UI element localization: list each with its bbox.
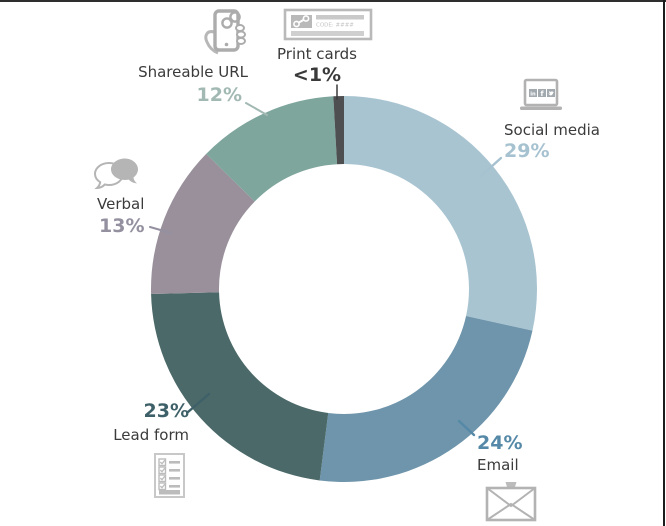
phone-link-icon bbox=[204, 9, 246, 55]
pct-email: 24% bbox=[477, 432, 523, 454]
donut-segments bbox=[151, 96, 538, 482]
speech-bubbles-icon bbox=[93, 158, 138, 190]
label-verbal: Verbal bbox=[97, 195, 145, 213]
print-card-icon: CODE: #### bbox=[283, 8, 373, 41]
pct-print-cards: <1% bbox=[292, 64, 342, 86]
donut-segment-social-media bbox=[344, 96, 538, 331]
pct-lead-form: 23% bbox=[143, 400, 189, 422]
donut-segment-print-cards bbox=[333, 96, 344, 165]
envelope-icon bbox=[485, 482, 537, 522]
donut-segment-shareable-url bbox=[206, 96, 338, 202]
label-lead-form: Lead form bbox=[113, 426, 189, 444]
leader-line-verbal bbox=[149, 226, 172, 234]
leader-line-shareable-url bbox=[245, 102, 268, 116]
linkedin-badge: in bbox=[530, 92, 536, 98]
twitter-bird-badge bbox=[548, 91, 555, 96]
label-shareable-url: Shareable URL bbox=[138, 63, 248, 81]
laptop-social-icon: in f bbox=[520, 78, 562, 110]
facebook-badge: f bbox=[540, 90, 544, 98]
pct-shareable-url: 12% bbox=[196, 84, 242, 106]
pct-social-media: 29% bbox=[504, 140, 550, 162]
leader-line-email bbox=[457, 419, 476, 437]
leader-line-lead-form bbox=[186, 392, 211, 414]
label-print-cards: Print cards bbox=[277, 45, 357, 63]
donut-segment-lead-form bbox=[151, 292, 329, 481]
checklist-icon bbox=[154, 453, 185, 498]
label-social-media: Social media bbox=[504, 121, 600, 139]
donut-segment-verbal bbox=[151, 153, 255, 295]
print-card-code-text: CODE: #### bbox=[316, 23, 354, 29]
page-top-rule bbox=[0, 0, 666, 2]
pct-verbal: 13% bbox=[99, 215, 145, 237]
leader-line-social-media bbox=[479, 156, 503, 178]
donut-segment-email bbox=[319, 315, 533, 482]
page-right-rule bbox=[663, 0, 665, 526]
label-email: Email bbox=[477, 456, 519, 474]
